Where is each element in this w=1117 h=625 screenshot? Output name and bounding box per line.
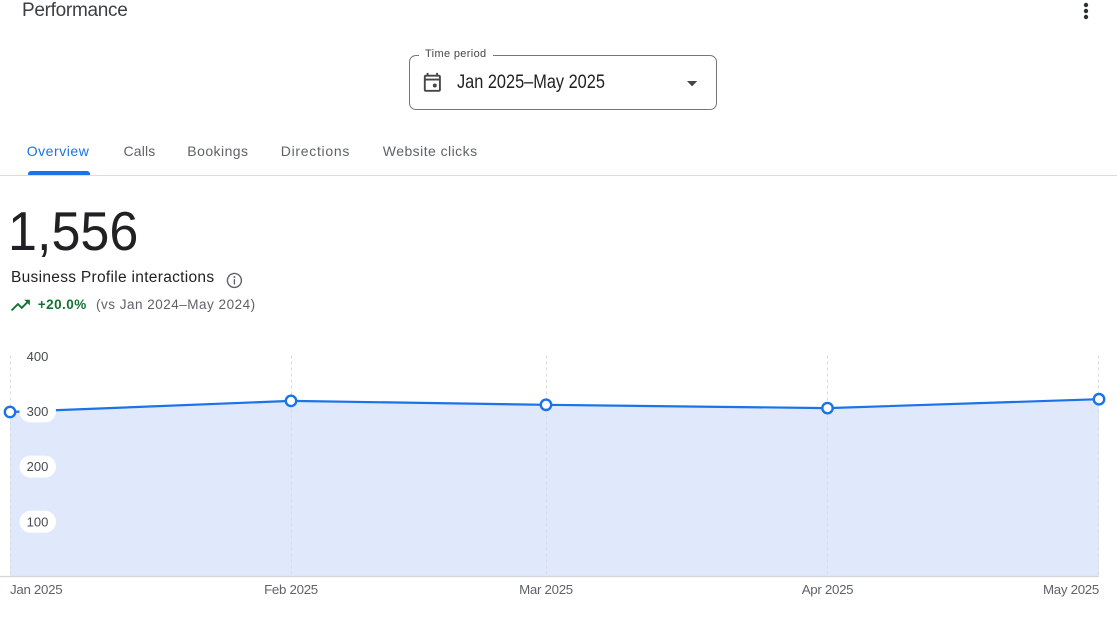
svg-text:Apr 2025: Apr 2025 [802, 582, 854, 597]
svg-text:400: 400 [27, 349, 49, 364]
svg-text:May 2025: May 2025 [1043, 582, 1099, 597]
svg-text:200: 200 [27, 459, 49, 474]
svg-text:Feb 2025: Feb 2025 [264, 582, 318, 597]
svg-text:Mar 2025: Mar 2025 [519, 582, 573, 597]
svg-text:100: 100 [27, 514, 49, 529]
svg-text:Jan 2025: Jan 2025 [10, 582, 62, 597]
svg-text:300: 300 [27, 404, 49, 419]
